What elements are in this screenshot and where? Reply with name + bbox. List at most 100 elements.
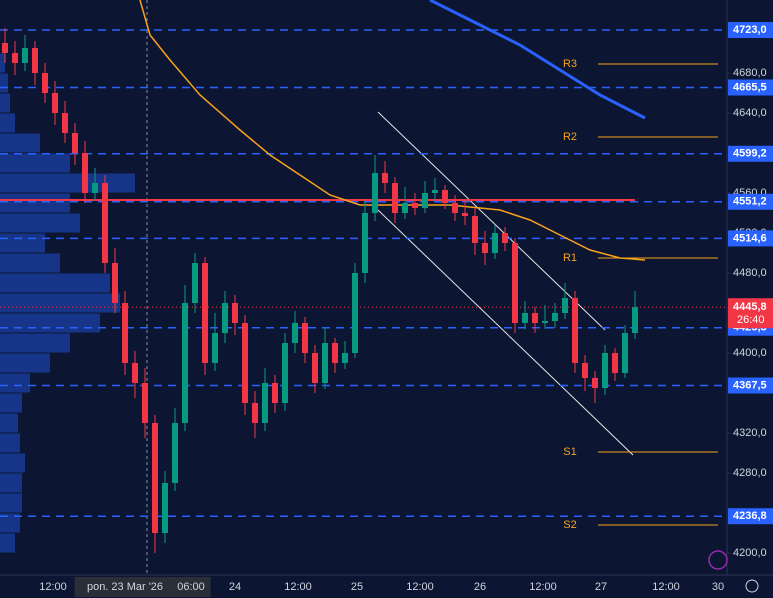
candle-body: [342, 353, 348, 363]
level-label: 4236,8: [733, 510, 767, 522]
level-label-box: [728, 79, 773, 96]
candle-body: [62, 113, 68, 133]
candle-body: [92, 183, 98, 193]
volume-bar: [0, 393, 22, 413]
x-tick-label: 26: [474, 581, 486, 593]
volume-bar: [0, 213, 80, 233]
level-label: 4551,2: [733, 196, 767, 208]
candle-body: [182, 303, 188, 423]
candle-body: [472, 216, 478, 243]
candle-body: [522, 313, 528, 323]
channel-upper: [377, 111, 606, 331]
candle-body: [22, 48, 28, 63]
candle-body: [452, 203, 458, 213]
y-tick-label: 4480,0: [733, 267, 767, 279]
candle-body: [382, 173, 388, 183]
candle-body: [252, 403, 258, 423]
y-tick-label: 4680,0: [733, 67, 767, 79]
volume-bar: [0, 73, 8, 93]
candle-body: [122, 303, 128, 363]
level-label: 4599,2: [733, 148, 767, 160]
x-tick-label: 24: [229, 581, 241, 593]
candle-body: [142, 383, 148, 423]
candle-body: [552, 313, 558, 321]
x-tick-label: 12:00: [529, 581, 557, 593]
candle-body: [222, 303, 228, 333]
x-tick-label: 12:00: [406, 581, 434, 593]
candle-body: [52, 93, 58, 113]
candle-body: [262, 383, 268, 423]
candle-body: [432, 190, 438, 193]
level-label: 4723,0: [733, 24, 767, 36]
candle-body: [532, 313, 538, 323]
last-price-box: [728, 298, 773, 329]
candle-body: [102, 183, 108, 263]
candle-body: [232, 303, 238, 323]
settings-icons[interactable]: [708, 550, 759, 593]
moving-average: [429, 0, 646, 120]
volume-bar: [0, 233, 45, 253]
pivot-label: R3: [563, 58, 577, 70]
volume-bar: [0, 113, 15, 133]
volume-bar: [0, 133, 40, 153]
x-tick-highlight: [74, 577, 176, 597]
candle-body: [192, 263, 198, 303]
volume-bar: [0, 253, 60, 273]
candle-body: [402, 203, 408, 213]
candle-body: [312, 353, 318, 383]
x-tick-label: 12:00: [284, 581, 312, 593]
volume-bar: [0, 273, 110, 293]
candle-body: [492, 233, 498, 253]
level-label-box: [728, 22, 773, 38]
candle-body: [412, 203, 418, 208]
candle-body: [572, 298, 578, 363]
candle-body: [152, 423, 158, 533]
replay-button[interactable]: [708, 550, 728, 570]
candle-body: [612, 353, 618, 373]
plot-area: R3 R2 R1 S1 S2: [0, 0, 727, 575]
y-tick-label: 4200,0: [733, 547, 767, 559]
candle-body: [392, 183, 398, 213]
x-tick-label: 12:00: [652, 581, 680, 593]
candle-body: [72, 133, 78, 153]
candle-body: [292, 323, 298, 343]
candle-body: [562, 298, 568, 313]
volume-bar: [0, 193, 70, 213]
candle-body: [602, 353, 608, 388]
volume-bar: [0, 333, 70, 353]
channel-lower: [377, 209, 634, 456]
y-tick-label: 4280,0: [733, 467, 767, 479]
x-tick-label: pon. 23 Mar '26: [87, 581, 163, 593]
candle-body: [442, 190, 448, 203]
candle-body: [112, 263, 118, 303]
level-label-box: [728, 193, 773, 210]
candle-body: [482, 243, 488, 253]
candle-body: [512, 243, 518, 323]
volume-bar: [0, 173, 135, 193]
candle-body: [542, 321, 548, 323]
candle-body: [202, 263, 208, 363]
candle-body: [632, 307, 638, 333]
candle-body: [12, 53, 18, 63]
last-price-label: 4445,8: [733, 301, 767, 313]
candle-body: [42, 73, 48, 93]
level-label-box: [728, 145, 773, 162]
x-tick-label: 27: [595, 581, 607, 593]
moving-average: [139, 0, 646, 261]
volume-bar: [0, 413, 18, 433]
level-label-box: [728, 508, 773, 525]
x-tick-label: 30: [712, 581, 724, 593]
level-label-box: [728, 230, 773, 247]
candle-body: [422, 193, 428, 208]
candle-body: [172, 423, 178, 483]
volume-bar: [0, 513, 20, 533]
candle-body: [302, 323, 308, 353]
settings-button[interactable]: [745, 579, 759, 593]
volume-bar: [0, 473, 22, 493]
candle-body: [162, 483, 168, 533]
x-tick-label: 25: [351, 581, 363, 593]
candle-body: [622, 333, 628, 373]
candle-body: [372, 173, 378, 213]
level-label: 4665,5: [733, 81, 767, 93]
